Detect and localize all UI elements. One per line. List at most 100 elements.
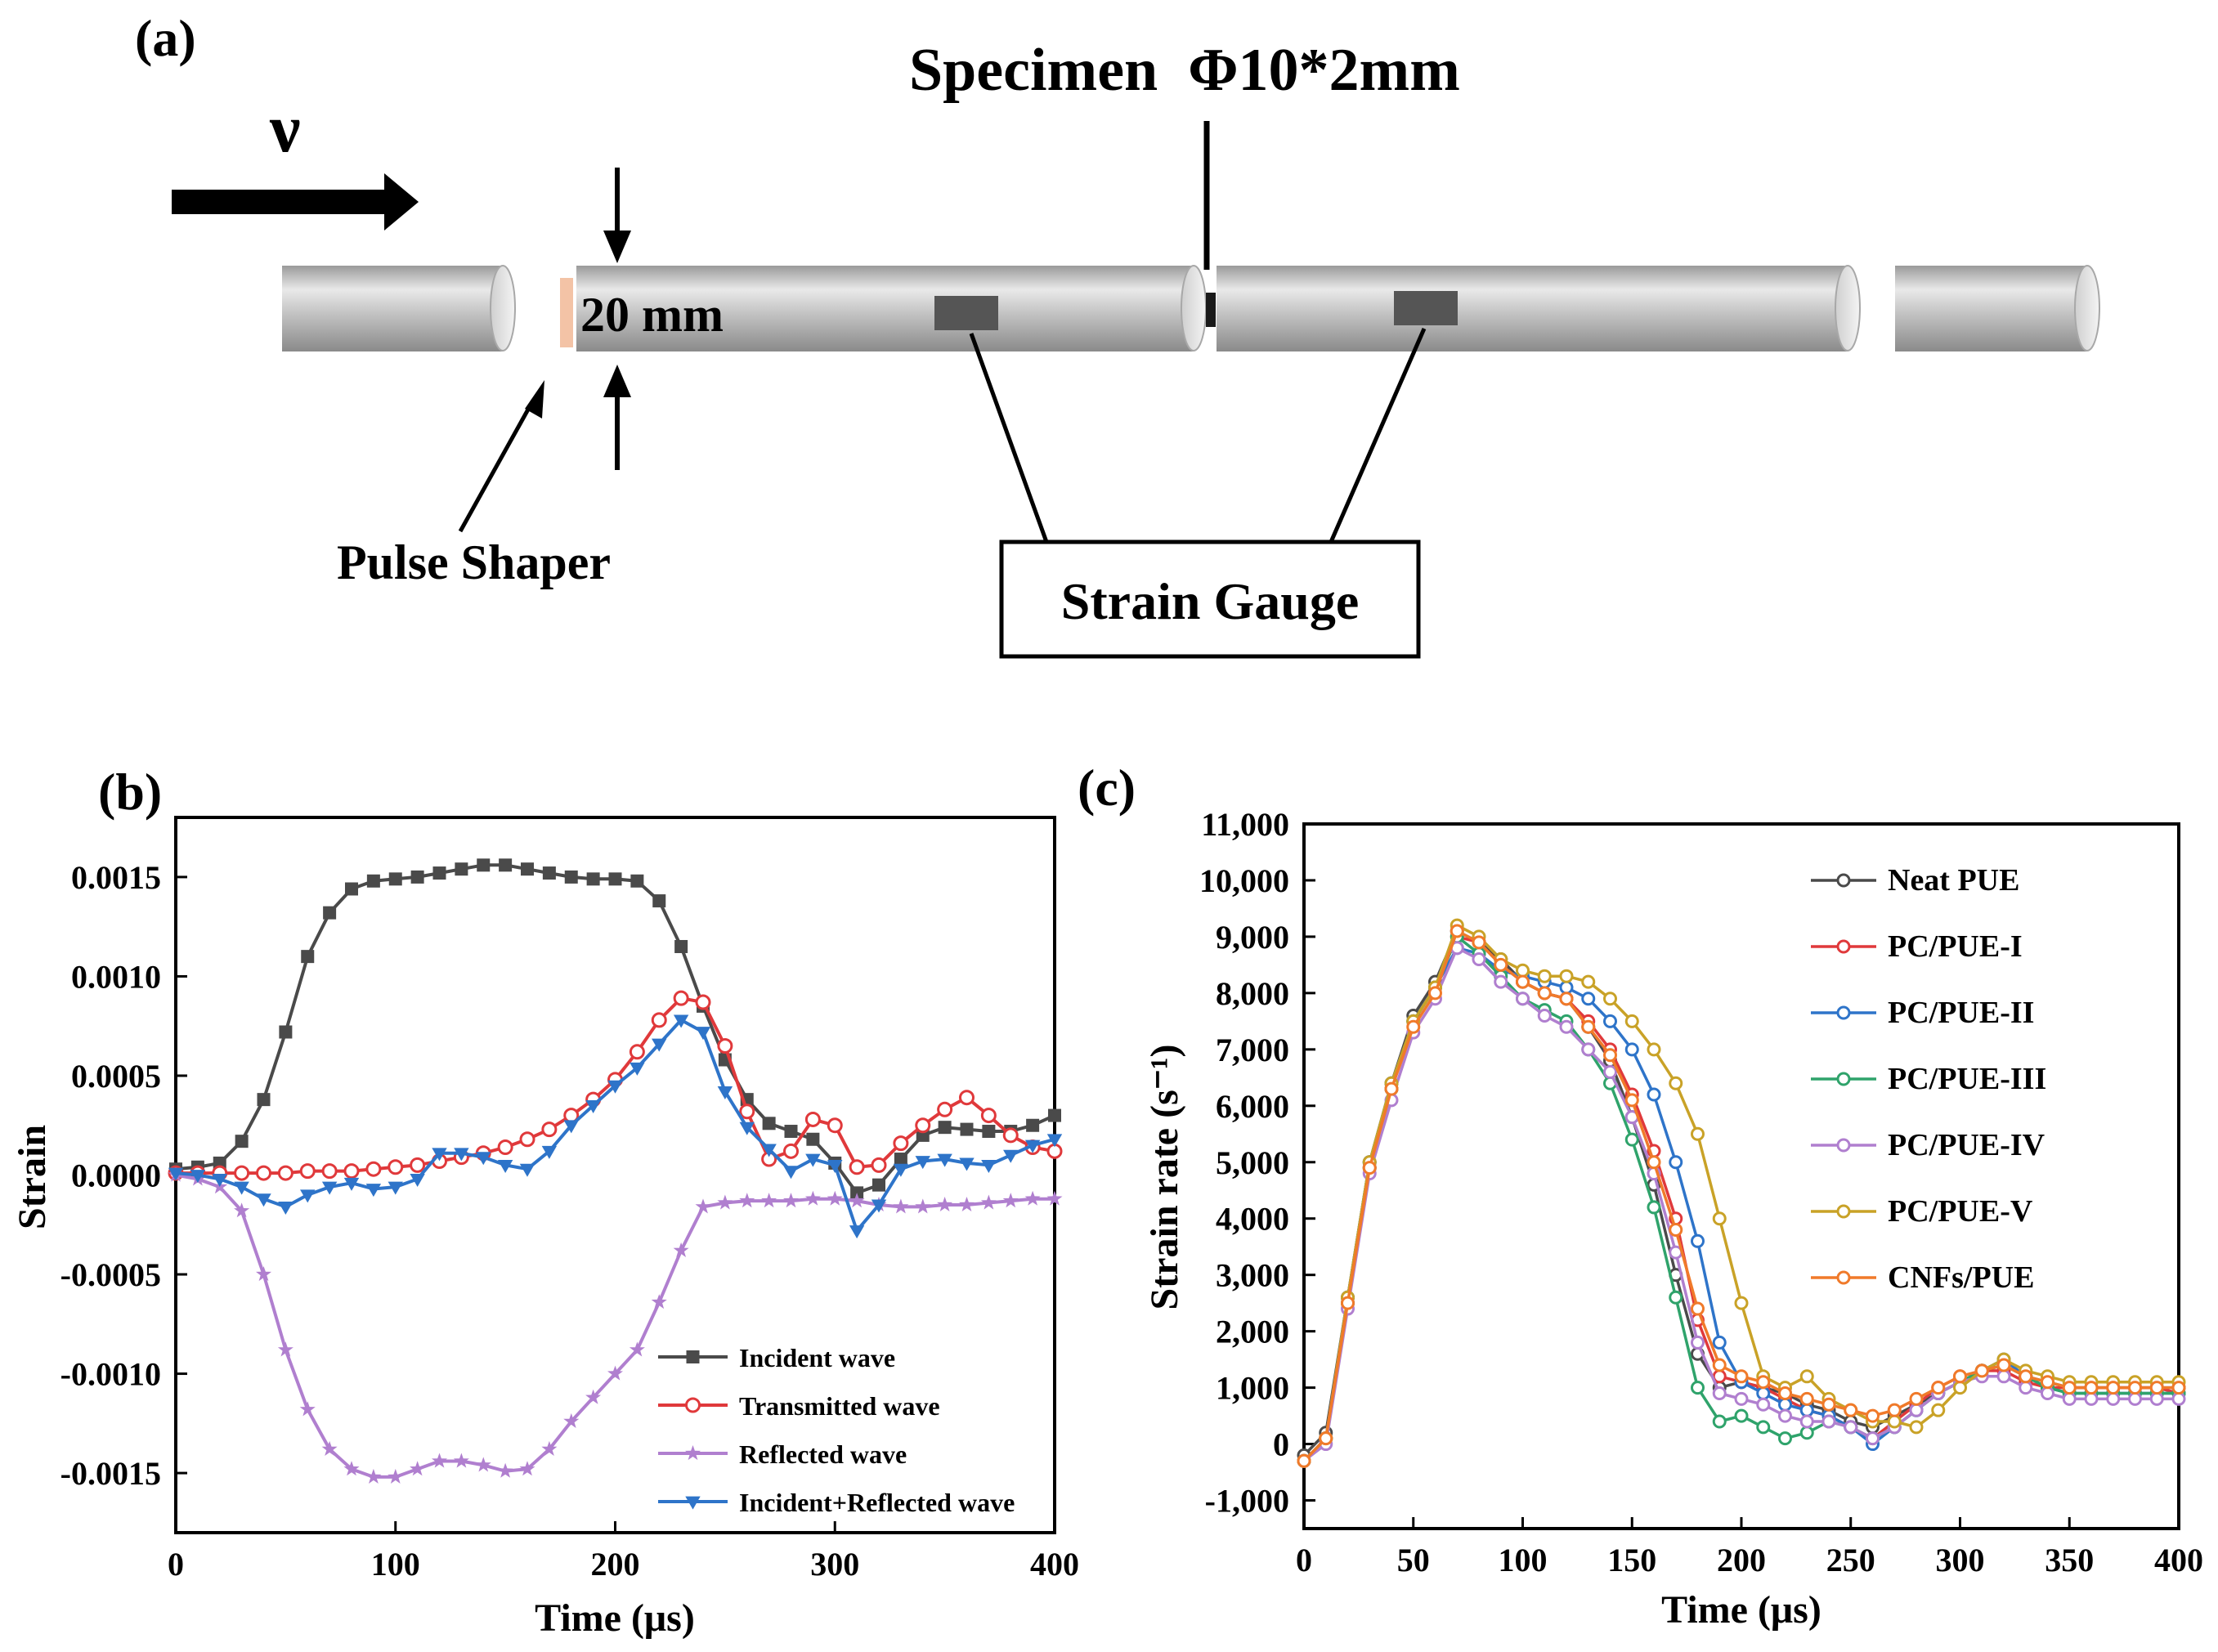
data-point-reflected-wave: [804, 1190, 821, 1206]
legend-b: Incident wave Transmitted wave Reflected w…: [658, 1343, 1015, 1517]
legend-label: PC/PUE-I: [1888, 929, 2023, 964]
data-point-pc-pue-iii: [1712, 1414, 1727, 1429]
data-point-pc-pue-v: [1931, 1403, 1946, 1417]
data-point-pc-pue-v: [1581, 974, 1596, 989]
data-point-transmitted-wave: [234, 1165, 250, 1181]
data-point-cnfs-pue: [2084, 1381, 2099, 1395]
data-point-incident-wave: [630, 874, 644, 888]
data-point-incident-reflected-wave: [454, 1148, 469, 1162]
legend-marker: [1836, 939, 1851, 954]
data-point-incident-wave: [608, 872, 622, 886]
data-point-cnfs-pue: [2041, 1375, 2054, 1390]
data-point-incident-reflected-wave: [300, 1189, 316, 1203]
x-tick-label: 300: [810, 1546, 859, 1583]
y-tick-label: 10,000: [1199, 862, 1289, 899]
data-point-pc-pue-iii: [1799, 1426, 1814, 1440]
panel-c-label: (c): [1078, 759, 1136, 817]
plot-frame-c: [1302, 822, 2180, 1530]
data-point-pc-pue-iv: [1472, 952, 1486, 967]
data-point-cnfs-pue: [1494, 957, 1508, 972]
data-point-pc-pue-iv: [1756, 1397, 1771, 1412]
data-point-pc-pue-iv: [1603, 1064, 1617, 1079]
data-point-incident-reflected-wave: [234, 1181, 249, 1195]
specimen: [1206, 293, 1216, 327]
data-point-reflected-wave: [980, 1194, 997, 1210]
diameter-arrows-icon: [603, 168, 631, 470]
data-point-reflected-wave: [827, 1190, 843, 1206]
data-point-reflected-wave: [915, 1198, 931, 1214]
data-point-cnfs-pue: [1887, 1403, 1902, 1417]
data-point-pc-pue-iv: [1996, 1369, 2011, 1384]
strain-gauge-label: Strain Gauge: [1061, 572, 1359, 630]
x-tick-label: 50: [1397, 1542, 1430, 1578]
data-point-incident-reflected-wave: [805, 1153, 821, 1167]
data-point-transmitted-wave: [256, 1165, 271, 1181]
data-point-pc-pue-iv: [2084, 1391, 2099, 1406]
data-point-transmitted-wave: [519, 1131, 535, 1148]
legend-label: PC/PUE-II: [1888, 996, 2034, 1030]
data-point-cnfs-pue: [1581, 1019, 1596, 1034]
y-tick-label: -1,000: [1205, 1483, 1289, 1520]
data-point-incident-reflected-wave: [607, 1080, 623, 1094]
x-axis-label-c: Time (μs): [1661, 1588, 1821, 1632]
legend-marker: [1836, 1005, 1851, 1020]
y-tick-label: 0.0005: [71, 1058, 161, 1095]
legend-marker: [685, 1397, 701, 1413]
gauge-leader-transmission: [1329, 327, 1427, 544]
legend-label: Neat PUE: [1888, 863, 2019, 898]
data-point-pc-pue-v: [1887, 1414, 1902, 1429]
data-point-incident-reflected-wave: [476, 1152, 491, 1166]
series-incident-wave: [169, 858, 1061, 1200]
data-point-pc-pue-iii: [1669, 1290, 1683, 1305]
data-point-reflected-wave: [277, 1341, 293, 1357]
specimen-label: Specimen Φ10*2mm: [909, 37, 1460, 104]
data-point-incident-wave: [806, 1132, 820, 1146]
pulse-shaper-label: Pulse Shaper: [337, 535, 611, 589]
data-point-cnfs-pue: [1821, 1397, 1836, 1412]
data-point-incident-reflected-wave: [585, 1100, 601, 1114]
data-point-pc-pue-iv: [2106, 1391, 2121, 1406]
data-point-incident-reflected-wave: [190, 1170, 206, 1184]
data-point-incident-wave: [894, 1153, 907, 1166]
data-point-reflected-wave: [388, 1468, 404, 1484]
data-point-pc-pue-iv: [1494, 974, 1508, 989]
data-point-cnfs-pue: [1669, 1223, 1683, 1238]
data-point-pc-pue-iv: [1712, 1386, 1727, 1400]
y-tick-label: 7,000: [1216, 1032, 1289, 1068]
data-point-transmitted-wave: [827, 1117, 843, 1134]
data-point-cnfs-pue: [1996, 1358, 2011, 1372]
legend-marker: [1836, 1138, 1851, 1153]
data-point-incident-wave: [257, 1093, 271, 1107]
data-point-incident-reflected-wave: [652, 1038, 667, 1052]
data-point-transmitted-wave: [915, 1117, 931, 1134]
data-point-reflected-wave: [673, 1242, 689, 1257]
data-point-transmitted-wave: [959, 1090, 975, 1106]
series-transmitted-wave: [168, 990, 1063, 1181]
data-point-incident-reflected-wave: [871, 1199, 887, 1213]
gauge-leader-incident: [969, 333, 1049, 543]
data-point-cnfs-pue: [1472, 935, 1486, 950]
x-tick-label: 400: [1030, 1546, 1079, 1583]
legend-item-pc-pue-iii: PC/PUE-III: [1811, 1062, 2046, 1096]
data-point-incident-reflected-wave: [981, 1159, 997, 1173]
data-point-incident-reflected-wave: [388, 1181, 403, 1195]
data-point-reflected-wave: [475, 1457, 491, 1472]
series-group-c: [1297, 918, 2186, 1468]
velocity-arrow-icon: [172, 173, 419, 231]
legend-marker: [685, 1496, 701, 1510]
data-point-pc-pue-v: [1559, 969, 1574, 983]
y-axis-label-b: Strain: [11, 1125, 54, 1229]
data-point-cnfs-pue: [1931, 1381, 1946, 1395]
data-point-reflected-wave: [234, 1202, 250, 1218]
data-point-pc-pue-v: [1734, 1296, 1749, 1310]
data-point-transmitted-wave: [695, 994, 711, 1010]
data-point-cnfs-pue: [2062, 1381, 2077, 1395]
data-point-incident-wave: [872, 1178, 885, 1192]
data-point-incident-reflected-wave: [717, 1086, 733, 1100]
series-line-reflected-wave: [175, 1173, 1055, 1479]
x-tick-label: 200: [1717, 1542, 1766, 1578]
data-point-cnfs-pue: [1362, 1161, 1377, 1175]
data-point-transmitted-wave: [277, 1165, 293, 1181]
data-point-reflected-wave: [607, 1365, 623, 1381]
data-point-reflected-wave: [695, 1198, 711, 1214]
